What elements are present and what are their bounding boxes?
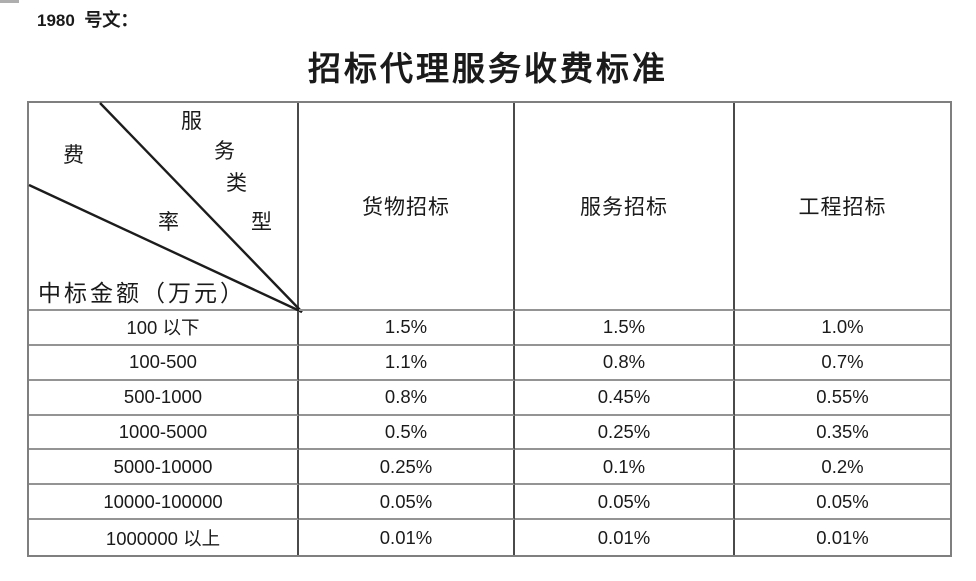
fee-value: 1.1% bbox=[299, 345, 515, 381]
corner-service-type-char-1: 服 bbox=[181, 109, 202, 133]
fee-value: 0.5% bbox=[299, 415, 515, 451]
corner-amount-label: 中标金额（万元） bbox=[38, 281, 246, 306]
row-label: 100-500 bbox=[29, 345, 299, 381]
fee-value: 0.45% bbox=[515, 380, 735, 416]
doc-number-line: 1980 号文： bbox=[37, 6, 138, 32]
diagonal-line-upper bbox=[99, 102, 303, 313]
corner-service-type-char-4: 型 bbox=[251, 210, 272, 234]
doc-number-value: 1980 bbox=[37, 11, 75, 30]
fee-value: 0.8% bbox=[299, 380, 515, 416]
row-label: 5000-10000 bbox=[29, 450, 299, 486]
fee-value: 0.01% bbox=[299, 520, 515, 555]
row-label: 1000000 以上 bbox=[29, 520, 299, 555]
fee-value: 0.05% bbox=[299, 485, 515, 521]
page-title: 招标代理服务收费标准 bbox=[308, 52, 668, 88]
row-label: 1000-5000 bbox=[29, 415, 299, 451]
corner-service-type-char-3: 类 bbox=[226, 171, 247, 195]
fee-value: 0.35% bbox=[735, 416, 950, 451]
fee-value: 0.25% bbox=[299, 450, 515, 486]
fee-value: 0.01% bbox=[515, 520, 735, 555]
fee-value: 0.2% bbox=[735, 450, 950, 486]
fee-value: 0.01% bbox=[816, 526, 869, 548]
diagonal-header-cell: 服 务 类 型 费 率 中标金额（万元） bbox=[28, 102, 303, 314]
fee-standard-table: 服 务 类 型 费 率 中标金额（万元） 货物招标 服务招标 工程招标 100 … bbox=[27, 101, 952, 557]
fee-value: 0.05% bbox=[735, 485, 950, 521]
column-header-services: 服务招标 bbox=[515, 103, 735, 311]
fee-value: 0.1% bbox=[515, 450, 735, 486]
fee-value: 0.8% bbox=[515, 345, 735, 381]
row-label: 10000-100000 bbox=[29, 485, 299, 521]
corner-fee-rate-char-2: 率 bbox=[158, 210, 179, 234]
column-header-goods: 货物招标 bbox=[299, 103, 515, 311]
corner-fee-rate-char-1: 费 bbox=[63, 143, 84, 167]
column-header-engineering: 工程招标 bbox=[735, 103, 950, 311]
doc-number-label: 号文： bbox=[84, 10, 139, 30]
fee-value: 1.0% bbox=[735, 311, 950, 346]
fee-value: 1.5% bbox=[515, 311, 735, 346]
fee-value: 0.25% bbox=[515, 415, 735, 451]
diagonal-line-lower bbox=[28, 183, 303, 314]
page-corner-mark bbox=[0, 0, 19, 3]
corner-service-type-char-2: 务 bbox=[214, 139, 235, 163]
row-label: 100 以下 bbox=[29, 311, 299, 346]
fee-value: 0.05% bbox=[515, 485, 735, 521]
diagonal-divider-lines bbox=[28, 102, 303, 314]
fee-value: 1.5% bbox=[299, 311, 515, 346]
fee-value: 0.55% bbox=[735, 381, 950, 416]
row-label: 500-1000 bbox=[29, 380, 299, 416]
fee-value: 0.7% bbox=[735, 346, 950, 381]
